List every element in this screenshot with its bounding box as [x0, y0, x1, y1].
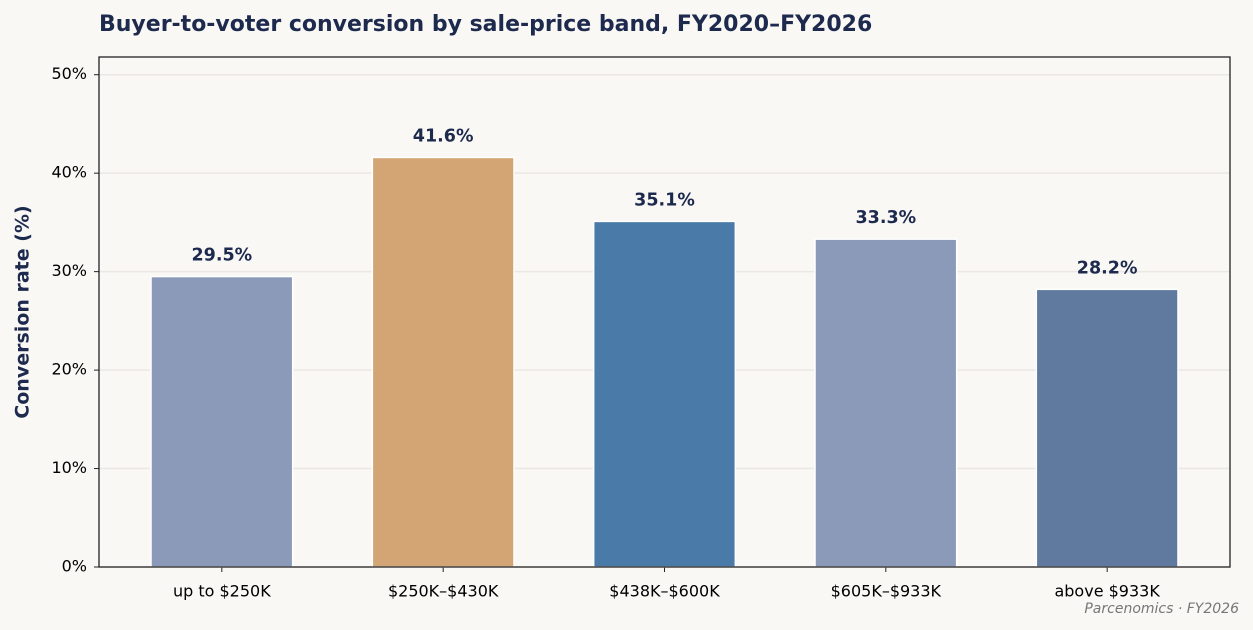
y-tick-label: 0% [62, 557, 87, 576]
bar [150, 275, 294, 568]
y-tick-label: 50% [51, 64, 87, 83]
y-tick-label: 10% [51, 458, 87, 477]
x-tick-label: $250K–$430K [388, 582, 499, 601]
value-label: 33.3% [855, 208, 916, 228]
y-axis-label: Conversion rate (%) [12, 205, 34, 418]
chart-title: Buyer-to-voter conversion by sale-price … [99, 12, 872, 37]
bar [592, 220, 737, 568]
x-tick-label: up to $250K [173, 582, 271, 601]
x-tick-label: above $933K [1054, 582, 1160, 601]
value-label: 41.6% [413, 126, 474, 146]
value-label: 35.1% [634, 190, 695, 210]
value-label: 28.2% [1077, 258, 1138, 278]
bar [1035, 288, 1179, 568]
value-label: 29.5% [191, 246, 252, 266]
y-tick-label: 40% [51, 163, 87, 182]
x-tick-label: $438K–$600K [609, 582, 720, 601]
y-tick-label: 30% [51, 261, 87, 280]
bar [371, 156, 515, 568]
plot-frame [98, 56, 1231, 568]
footnote: Parcenomics · FY2026 [1084, 601, 1239, 617]
bar [814, 238, 958, 568]
x-tick-label: $605K–$933K [831, 582, 942, 601]
y-tick-label: 20% [51, 360, 87, 379]
